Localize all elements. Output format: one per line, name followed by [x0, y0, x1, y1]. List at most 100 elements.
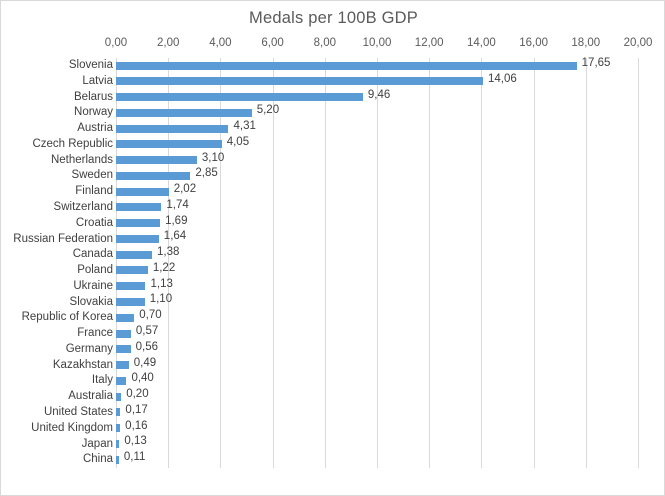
bar[interactable]	[116, 329, 131, 338]
category-row: Switzerland	[1, 200, 113, 216]
bar-row[interactable]: 2,02	[116, 183, 638, 200]
gridline	[168, 58, 169, 468]
bar[interactable]	[116, 77, 483, 86]
bar-value-label: 1,64	[163, 230, 187, 243]
bar[interactable]	[116, 455, 119, 464]
bar[interactable]	[116, 424, 121, 433]
bar[interactable]	[116, 376, 127, 385]
bar-row[interactable]: 0,57	[116, 325, 638, 342]
category-label: Ukraine	[73, 279, 113, 292]
bar-row[interactable]: 0,56	[116, 341, 638, 358]
bar[interactable]	[116, 297, 145, 306]
category-label: France	[77, 327, 113, 340]
category-row: Kazakhstan	[1, 358, 113, 374]
bar[interactable]	[116, 439, 120, 448]
bar-row[interactable]: 0,20	[116, 388, 638, 405]
category-row: Czech Republic	[1, 137, 113, 153]
x-tick-label: 20,00	[623, 37, 653, 49]
category-label: Latvia	[82, 74, 113, 87]
category-row: Austria	[1, 121, 113, 137]
bar-row[interactable]: 4,05	[116, 135, 638, 153]
bar-value-label: 0,40	[131, 372, 154, 385]
bar-value-label: 9,46	[367, 88, 391, 101]
bar-row[interactable]: 4,31	[116, 120, 638, 137]
x-tick-label: 16,00	[519, 37, 548, 49]
bar-row[interactable]: 1,64	[116, 230, 638, 247]
bar[interactable]	[116, 140, 222, 149]
bar-value-label: 4,31	[233, 120, 256, 133]
bar-value-label: 0,70	[139, 309, 162, 322]
bar[interactable]	[116, 313, 135, 322]
category-row: United Kingdom	[1, 421, 113, 437]
bar[interactable]	[116, 124, 229, 133]
bar[interactable]	[116, 234, 159, 243]
bar-row[interactable]: 0,49	[116, 357, 638, 374]
gridline	[377, 58, 378, 468]
category-label: Finland	[75, 185, 113, 198]
bar[interactable]	[116, 93, 363, 102]
bar-row[interactable]: 1,38	[116, 246, 638, 263]
bar[interactable]	[116, 108, 252, 117]
bar[interactable]	[116, 219, 161, 228]
x-axis-tick-labels: 0,00 2,00 4,00 6,00 8,00 10,00 12,00 14,00 16,00…	[1, 37, 664, 53]
gridline	[586, 58, 587, 468]
bar-row[interactable]: 0,70	[116, 309, 638, 326]
x-tick-label: 12,00	[414, 37, 444, 49]
bar[interactable]	[116, 250, 153, 259]
x-tick-label: 6,00	[261, 37, 284, 49]
bar[interactable]	[116, 392, 122, 401]
bar-row[interactable]: 2,85	[116, 167, 638, 184]
bar[interactable]	[116, 187, 169, 196]
gridline	[325, 58, 326, 468]
x-tick-label: 10,00	[362, 37, 392, 49]
category-row: Russian Federation	[1, 231, 113, 247]
bar-row[interactable]: 1,22	[116, 262, 638, 279]
bar-row[interactable]: 14,06	[116, 72, 638, 90]
category-row: Italy	[1, 373, 113, 389]
bar-row[interactable]: 9,46	[116, 88, 638, 106]
bar[interactable]	[116, 203, 162, 212]
bar-row[interactable]: 0,13	[116, 435, 638, 452]
category-label: Norway	[74, 106, 113, 119]
bar[interactable]	[116, 408, 121, 417]
category-label: Australia	[68, 390, 113, 403]
bar-row[interactable]: 17,65	[116, 57, 638, 74]
bar[interactable]	[116, 61, 577, 70]
category-row: Latvia	[1, 74, 113, 90]
category-label: Austria	[77, 122, 113, 135]
bar-row[interactable]: 1,74	[116, 199, 638, 216]
category-row: Slovenia	[1, 58, 113, 74]
bar-row[interactable]: 0,17	[116, 404, 638, 421]
gridline	[429, 58, 430, 468]
bar[interactable]	[116, 361, 129, 370]
category-row: Japan	[1, 436, 113, 452]
bar-row[interactable]: 0,16	[116, 420, 638, 437]
bar-value-label: 14,06	[487, 72, 517, 85]
bar[interactable]	[116, 266, 148, 275]
category-row: Poland	[1, 263, 113, 279]
plot-area: 17,65 14,06 9,46 5,20 4,31 4,05 3,10 2,85 2,02 1,…	[116, 57, 639, 468]
bar-row[interactable]: 5,20	[116, 104, 638, 121]
bar-row[interactable]: 0,11	[116, 451, 638, 468]
bar-row[interactable]: 0,40	[116, 372, 638, 389]
bar-value-label: 4,05	[226, 135, 250, 148]
category-row: Slovakia	[1, 294, 113, 310]
category-label: Poland	[77, 264, 113, 277]
bar-row[interactable]: 3,10	[116, 152, 638, 169]
x-tick-label: 8,00	[313, 37, 336, 49]
y-axis-category-labels: Slovenia Latvia Belarus Norway Austria Czech …	[1, 58, 113, 468]
category-row: Republic of Korea	[1, 310, 113, 326]
bar-row[interactable]: 1,10	[116, 293, 638, 310]
bar-row[interactable]: 1,69	[116, 215, 638, 232]
bar[interactable]	[116, 156, 197, 165]
bar[interactable]	[116, 282, 146, 291]
category-label: United Kingdom	[31, 421, 113, 434]
category-row: Germany	[1, 342, 113, 358]
bar-value-label: 0,57	[135, 325, 159, 338]
bar[interactable]	[116, 345, 131, 354]
category-label: Germany	[65, 342, 113, 355]
bar-row[interactable]: 1,13	[116, 278, 638, 295]
bar-value-label: 1,10	[149, 293, 173, 306]
bar[interactable]	[116, 171, 191, 180]
